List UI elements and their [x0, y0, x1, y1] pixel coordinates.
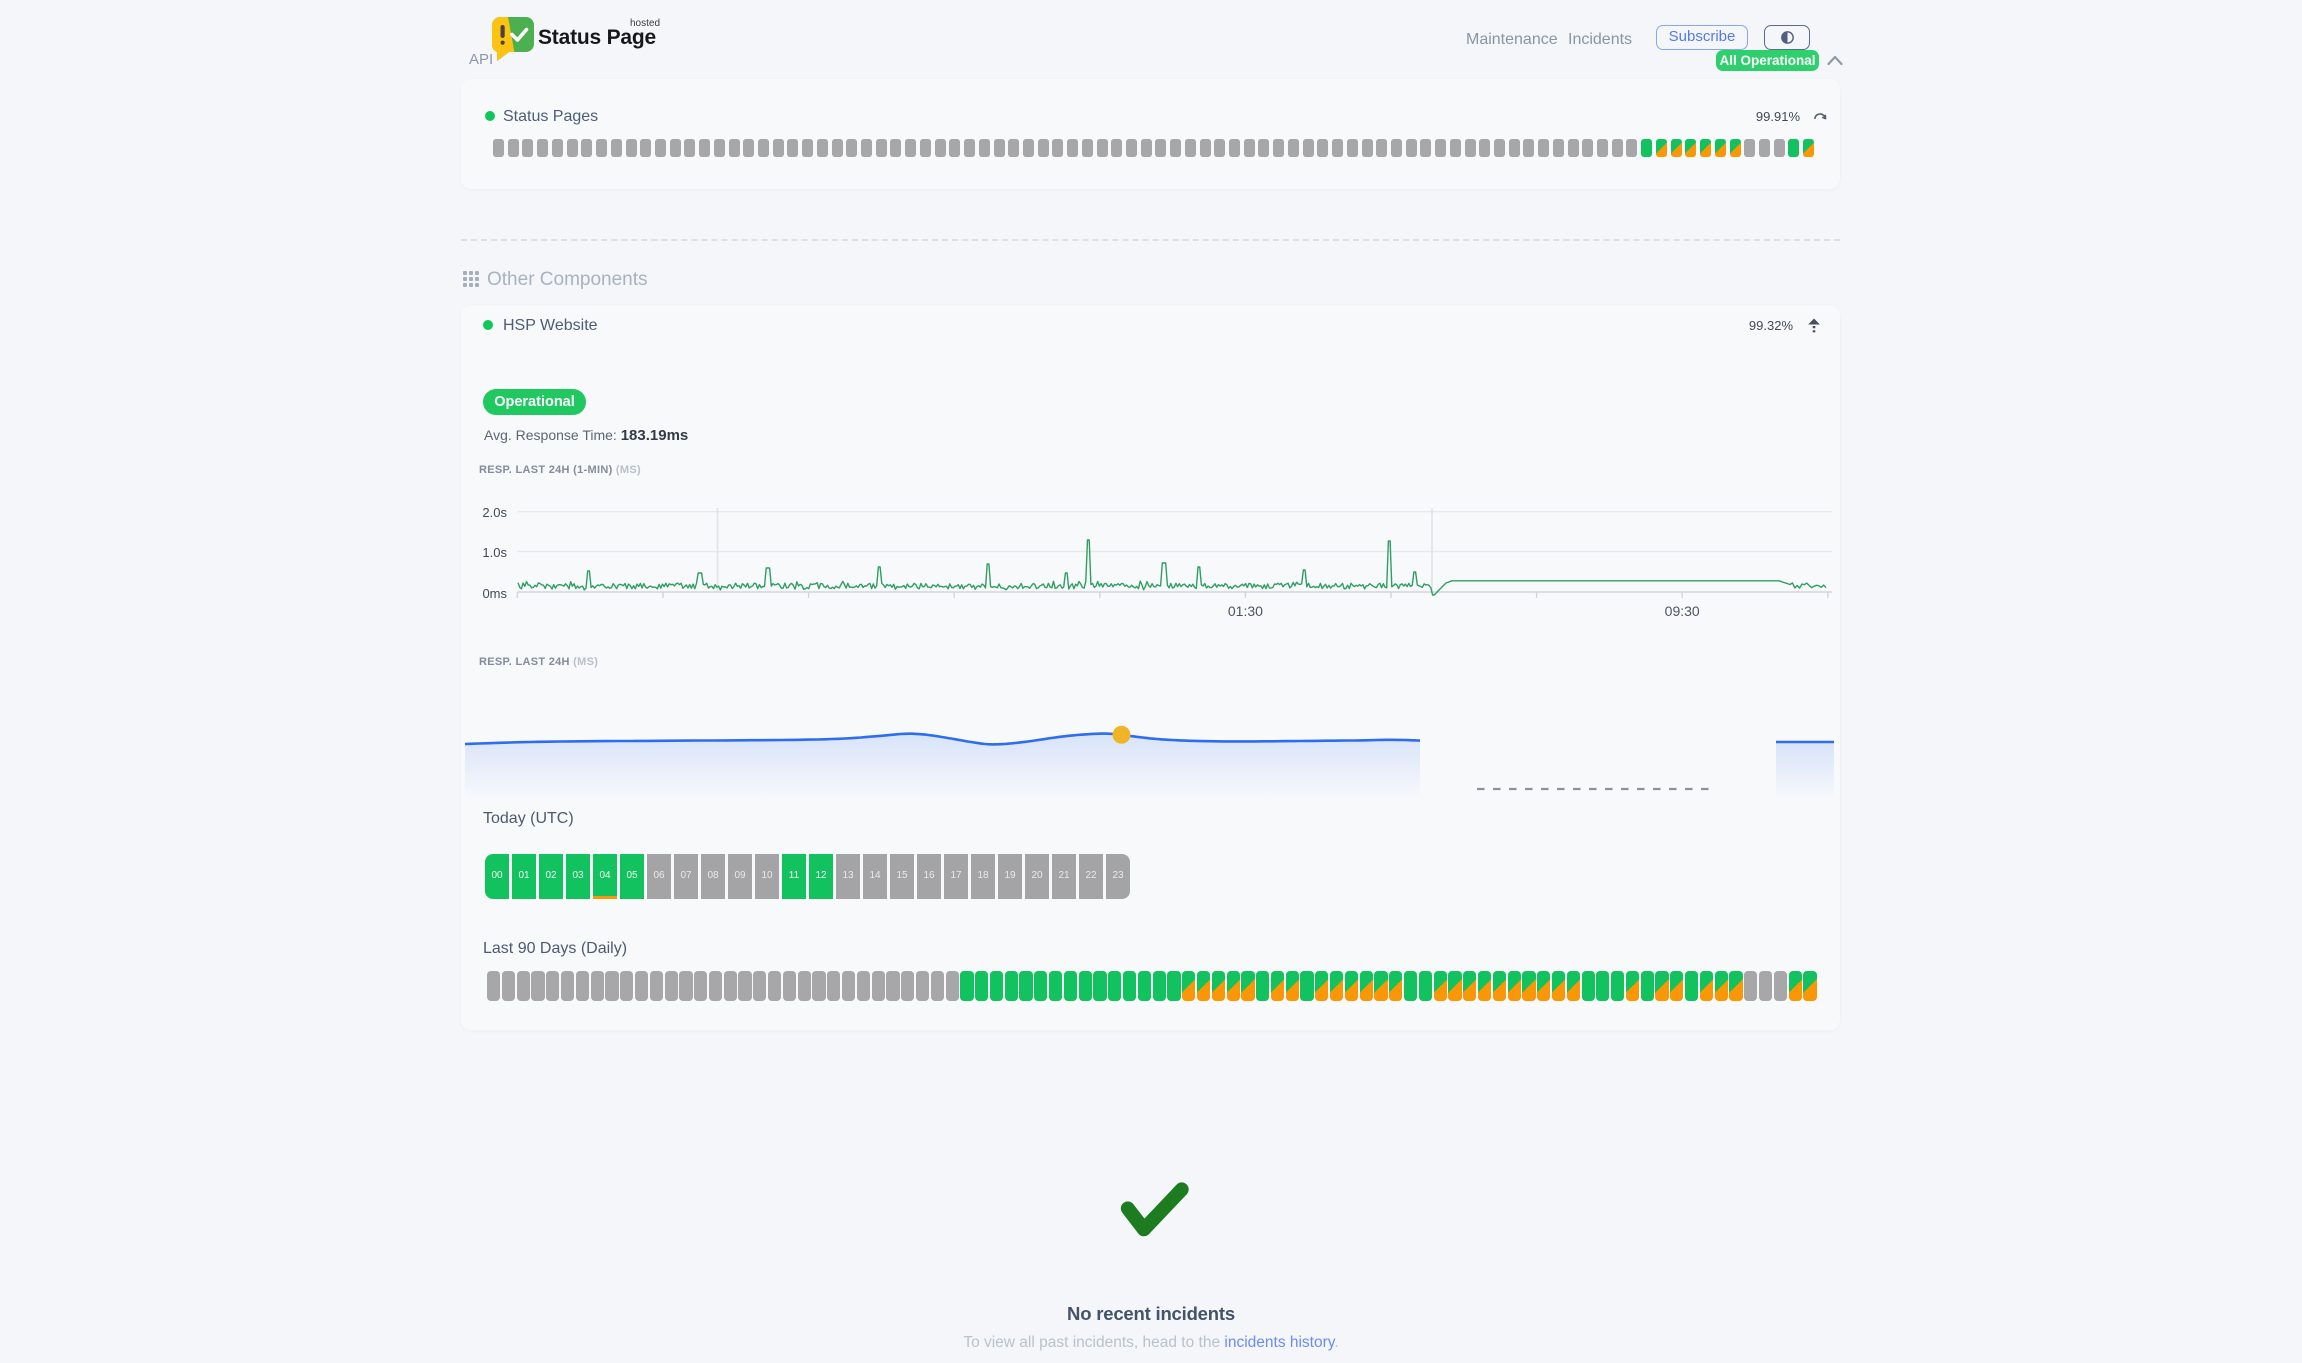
svg-text:01:30: 01:30	[1228, 603, 1263, 619]
svg-text:09:30: 09:30	[1665, 603, 1700, 619]
svg-text:0ms: 0ms	[482, 586, 507, 601]
svg-text:1.0s: 1.0s	[482, 545, 507, 560]
svg-text:2.0s: 2.0s	[482, 505, 507, 520]
